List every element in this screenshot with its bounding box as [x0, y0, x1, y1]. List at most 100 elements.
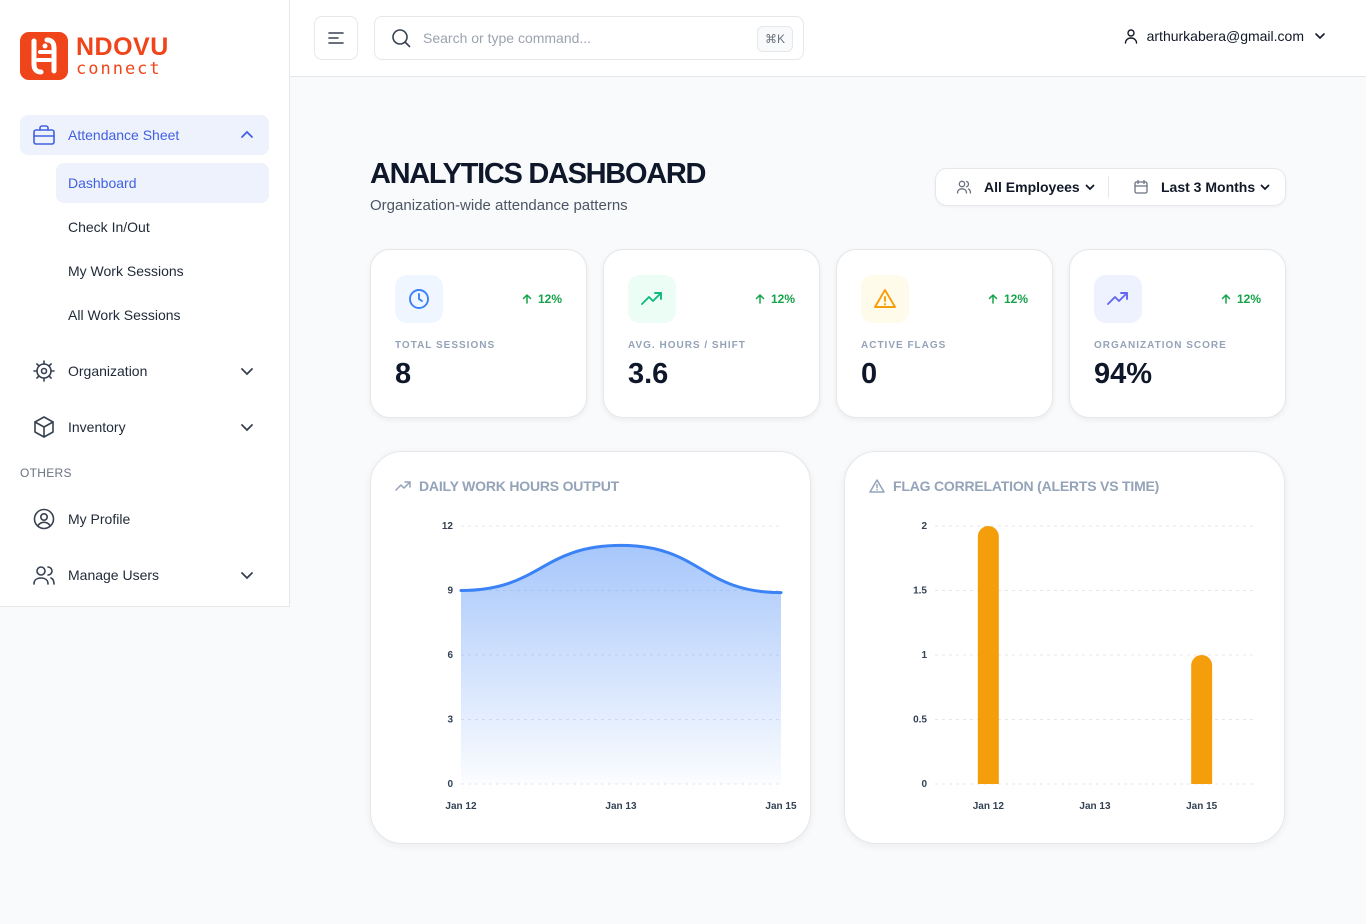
- keyboard-shortcut-badge: ⌘K: [756, 26, 793, 52]
- chevron-down-icon: [1260, 184, 1270, 191]
- stat-label: ACTIVE FLAGS: [861, 340, 947, 351]
- trend-badge: 12%: [522, 292, 562, 306]
- user-icon: [1124, 29, 1137, 44]
- chart-card-flag-correlation: FLAG CORRELATION (ALERTS VS TIME) 0 0.5 1 1…: [844, 451, 1285, 844]
- calendar-icon: [1134, 179, 1148, 194]
- x-tick-label: Jan 12: [973, 801, 1005, 812]
- stat-card-total-sessions: 12% TOTAL SESSIONS 8: [370, 249, 587, 418]
- sidebar-item-inventory[interactable]: Inventory: [20, 407, 269, 447]
- y-tick-label: 12: [442, 521, 454, 532]
- elephant-logo-icon: [20, 32, 68, 80]
- sidebar-subitem-my-work-sessions[interactable]: My Work Sessions: [68, 263, 184, 279]
- trending-up-icon: [395, 481, 411, 491]
- x-tick-label: Jan 13: [605, 801, 637, 812]
- stat-icon-container: [1094, 275, 1142, 323]
- trend-value: 12%: [537, 292, 562, 306]
- trend-badge: 12%: [755, 292, 795, 306]
- sidebar: NDOVU connect Attendance Sheet Dashboard…: [0, 0, 290, 607]
- stat-value: 94%: [1094, 358, 1153, 390]
- clock-icon: [409, 289, 429, 309]
- stat-icon-container: [395, 275, 443, 323]
- sidebar-item-label: Attendance Sheet: [68, 127, 180, 143]
- trend-value: 12%: [1236, 292, 1261, 306]
- date-range-dropdown[interactable]: Last 3 Months: [1109, 169, 1271, 205]
- stat-label: AVG. HOURS / SHIFT: [628, 340, 746, 351]
- chevron-down-icon: [1315, 33, 1325, 40]
- employee-filter-label: All Employees: [984, 179, 1080, 195]
- sidebar-item-label: Inventory: [68, 419, 126, 435]
- y-tick-label: 3: [447, 715, 453, 726]
- chart-title-text: FLAG CORRELATION (ALERTS VS TIME): [893, 478, 1160, 494]
- trending-up-icon: [641, 292, 662, 305]
- sidebar-item-organization[interactable]: Organization: [20, 351, 269, 391]
- stat-card-avg-hours: 12% AVG. HOURS / SHIFT 3.6: [603, 249, 820, 418]
- x-tick-label: Jan 13: [1079, 801, 1111, 812]
- chart-card-daily-work-hours: DAILY WORK HOURS OUTPUT 0 3 6 9 12 Jan 12 Jan …: [370, 451, 811, 844]
- stat-icon-container: [861, 275, 909, 323]
- stat-value: 3.6: [628, 358, 669, 390]
- bar: [1191, 655, 1213, 784]
- users-icon: [956, 180, 972, 194]
- chevron-up-icon: [241, 130, 253, 138]
- arrow-up-icon: [988, 294, 998, 304]
- sidebar-item-manage-users[interactable]: Manage Users: [20, 555, 269, 595]
- y-tick-label: 1: [921, 650, 927, 661]
- employee-filter-dropdown[interactable]: All Employees: [936, 169, 1108, 205]
- brand-name: NDOVU: [76, 32, 169, 61]
- brand-sub: connect: [76, 58, 162, 79]
- stat-icon-container: [628, 275, 676, 323]
- package-icon: [32, 415, 56, 439]
- sidebar-subitem-check-in-out[interactable]: Check In/Out: [68, 219, 150, 235]
- trend-badge: 12%: [1221, 292, 1261, 306]
- area-fill: [461, 545, 781, 784]
- x-tick-label: Jan 12: [445, 801, 477, 812]
- arrow-up-icon: [755, 294, 765, 304]
- filter-divider: [1108, 176, 1109, 198]
- user-menu[interactable]: arthurkabera@gmail.com: [1123, 28, 1328, 44]
- trend-value: 12%: [770, 292, 795, 306]
- trend-badge: 12%: [988, 292, 1028, 306]
- search-input[interactable]: [423, 30, 733, 46]
- x-tick-label: Jan 15: [765, 801, 797, 812]
- sidebar-item-label: Manage Users: [68, 567, 160, 583]
- users-icon: [32, 563, 56, 587]
- arrow-up-icon: [522, 294, 532, 304]
- gear-icon: [32, 359, 56, 383]
- y-tick-label: 0: [921, 779, 927, 790]
- stat-label: TOTAL SESSIONS: [395, 340, 496, 351]
- bar-chart: 0 0.5 1 1.5 2 Jan 12 Jan 13 Jan 15: [913, 521, 1255, 812]
- stat-value: 0: [861, 358, 878, 390]
- top-header: ⌘K arthurkabera@gmail.com: [290, 0, 1366, 77]
- user-circle-icon: [32, 507, 56, 531]
- date-range-label: Last 3 Months: [1161, 179, 1256, 195]
- user-email: arthurkabera@gmail.com: [1146, 28, 1304, 44]
- y-tick-label: 0.5: [913, 715, 927, 726]
- trending-up-icon: [1107, 292, 1128, 305]
- search-bar[interactable]: ⌘K: [374, 16, 804, 60]
- y-tick-label: 0: [447, 779, 453, 790]
- y-tick-label: 6: [447, 650, 453, 661]
- chevron-down-icon: [241, 424, 253, 432]
- brand-logo[interactable]: NDOVU connect: [20, 32, 169, 80]
- sidebar-item-label: My Profile: [68, 511, 131, 527]
- filter-bar: All Employees Last 3 Months: [935, 168, 1286, 206]
- chevron-down-icon: [241, 572, 253, 580]
- page-title: ANALYTICS DASHBOARD: [370, 158, 706, 190]
- sidebar-subitem-all-work-sessions[interactable]: All Work Sessions: [68, 307, 181, 323]
- section-label-others: OTHERS: [20, 466, 72, 480]
- sidebar-item-attendance-sheet[interactable]: Attendance Sheet: [20, 115, 269, 155]
- chart-title: FLAG CORRELATION (ALERTS VS TIME): [869, 478, 1159, 494]
- alert-triangle-icon: [874, 289, 896, 308]
- alert-triangle-icon: [869, 479, 885, 493]
- sidebar-toggle-button[interactable]: [314, 16, 358, 60]
- stat-card-active-flags: 12% ACTIVE FLAGS 0: [836, 249, 1053, 418]
- stat-label: ORGANIZATION SCORE: [1094, 340, 1227, 351]
- menu-icon: [328, 32, 344, 44]
- arrow-up-icon: [1221, 294, 1231, 304]
- y-tick-label: 2: [921, 521, 927, 532]
- sidebar-item-my-profile[interactable]: My Profile: [20, 499, 269, 539]
- chevron-down-icon: [241, 368, 253, 376]
- chart-title: DAILY WORK HOURS OUTPUT: [395, 478, 619, 494]
- sidebar-subitem-dashboard[interactable]: Dashboard: [56, 163, 269, 203]
- page-subtitle: Organization-wide attendance patterns: [370, 197, 628, 214]
